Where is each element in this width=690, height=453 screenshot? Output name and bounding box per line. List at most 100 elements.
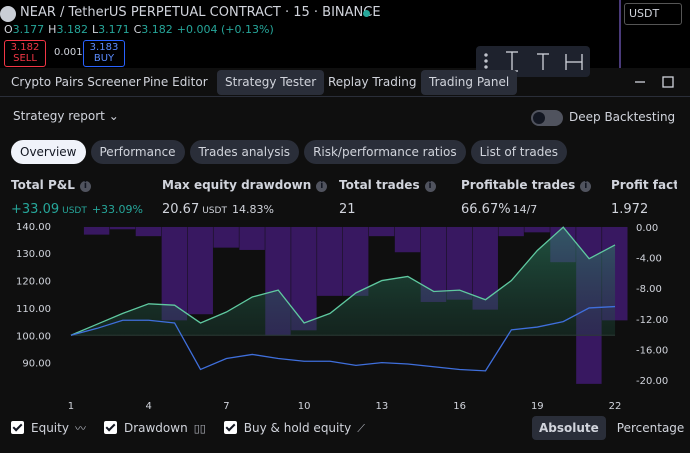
metric: Max equity drawdown i 20.67 USDT 14.83% [162,178,332,217]
drawdown-bar [368,226,395,237]
y-tick-label: 110.00 [16,304,51,315]
divider [0,96,690,97]
drawdown-bar [187,226,213,315]
metric-value: 1.972 [611,202,649,217]
report-title-text: Strategy report [13,109,105,123]
metric-value: 21 [339,202,356,217]
legend-icon: ⟋ [357,422,365,435]
metric-label-text: Total P&L [11,178,75,192]
ohlc-value: 3.171 [98,23,130,36]
metric-unit: USDT [202,206,227,216]
metric-values: 66.67% 14/7 [461,198,631,217]
toggle-label: Deep Backtesting [569,110,676,124]
x-tick-label: 10 [298,401,311,412]
legend-label: Buy & hold equity [243,421,352,435]
info-icon: i [424,181,436,192]
tab[interactable]: Pine Editor [143,75,208,89]
metric-label: Profit factor [611,178,677,192]
drawdown-bar [498,226,524,237]
checkbox [103,421,117,434]
subtab[interactable]: Trades analysis [189,140,300,164]
ohlc-value: 3.182 [141,23,173,36]
view-mode[interactable]: Absolute [532,416,606,440]
report-title[interactable]: Strategy report ⌄ [13,109,119,123]
tab[interactable]: Trading Panel [421,70,518,95]
drawdown-bar [343,226,369,296]
buy-button[interactable]: 3.183 BUY [83,40,125,67]
chart: 90.00 100.00 110.00 120.00 130.00 140.00 0.00 -… [16,222,668,412]
panel-controls[interactable] [630,72,680,92]
legend-icon: 〰 [74,422,86,435]
drawing-toolbar [476,46,590,77]
y2-tick-label: 0.00 [636,223,658,234]
metric-label: Total P&L i [11,178,181,192]
series-line [70,305,616,372]
x-tick-label: 1 [68,401,74,412]
drawdown-bar [317,226,343,296]
metric-value: +33.09 [11,202,60,217]
symbol: NEAR / TetherUS PERPETUAL CONTRACT · 15 … [20,5,381,20]
legend-icon: ▯▯ [193,422,206,435]
ohlc-change: +0.004 (+0.13%) [176,23,274,36]
subtab[interactable]: Risk/performance ratios [304,140,466,164]
info-icon: i [316,181,328,192]
metric-label: Total trades i [339,178,509,192]
drawdown-bar [213,226,239,248]
subtab[interactable]: List of trades [470,140,567,164]
buy-price: 3.183 [89,42,119,53]
metric-values: +33.09 USDT +33.09% [11,198,181,217]
metric-label: Max equity drawdown i [162,178,332,192]
x-tick-label: 7 [223,401,229,412]
view-modes: Absolute Percentage [532,416,690,440]
view-mode[interactable]: Percentage [616,421,685,435]
x-tick-label: 16 [453,401,466,412]
ohlc-value: 3.177 [12,23,45,36]
legend-item[interactable]: Drawdown ▯▯ [103,421,206,435]
legend-label: Drawdown [123,421,188,435]
sell-button[interactable]: 3.182 SELL [4,40,46,67]
sell-label: SELL [13,53,37,64]
metric-values: 20.67 USDT 14.83% [162,198,332,217]
legend: Equity 〰 Drawdown ▯▯ Buy & hold equity ⟋ [11,420,365,436]
ohlc-label: H [48,23,57,36]
drawdown-bar [446,226,473,300]
tab[interactable]: Strategy Tester [217,70,325,95]
legend-item[interactable]: Buy & hold equity ⟋ [223,421,365,435]
tab[interactable]: Replay Trading [328,75,417,89]
subtab[interactable]: Performance [90,140,185,164]
drawdown-bar [135,226,162,237]
metric: Total P&L i +33.09 USDT +33.09% [11,178,181,217]
metric-extra: 14.83% [231,203,274,216]
legend-item[interactable]: Equity 〰 [11,421,86,435]
series-line [70,226,616,336]
subtabs: Overview Performance Trades analysis Risk/p… [11,140,572,164]
subtab[interactable]: Overview [11,140,86,164]
info-icon: i [580,181,592,192]
ohlc-label: L [91,23,99,36]
metric-label-text: Profit factor [611,178,677,192]
x-tick-label: 4 [145,401,151,412]
axis-edge [619,0,621,68]
metric: Profitable trades i 66.67% 14/7 [461,178,631,217]
y-tick-label: 130.00 [16,249,51,260]
metric-label: Profitable trades i [461,178,631,192]
toggle[interactable] [531,110,563,126]
symbol-icon [0,6,16,22]
y2-tick-label: -4.00 [636,254,662,265]
drawdown-bar [239,226,265,250]
metric-label-text: Profitable trades [461,178,576,192]
legend-label: Equity [31,421,69,435]
y-tick-label: 100.00 [16,331,51,342]
drawdown-bar [394,226,421,253]
y2-tick-label: -8.00 [636,284,662,295]
y2-tick-label: -16.00 [636,345,668,356]
tab[interactable]: Crypto Pairs Screener [11,75,141,89]
y-tick-label: 120.00 [16,277,51,288]
spread: 0.001 [54,47,83,58]
metric: Profit factor 1.972 [611,178,677,217]
metric-label-text: Max equity drawdown [162,178,312,192]
metric-label-text: Total trades [339,178,420,192]
currency-select[interactable]: USDT [624,3,682,25]
metric-values: 1.972 [611,198,677,217]
